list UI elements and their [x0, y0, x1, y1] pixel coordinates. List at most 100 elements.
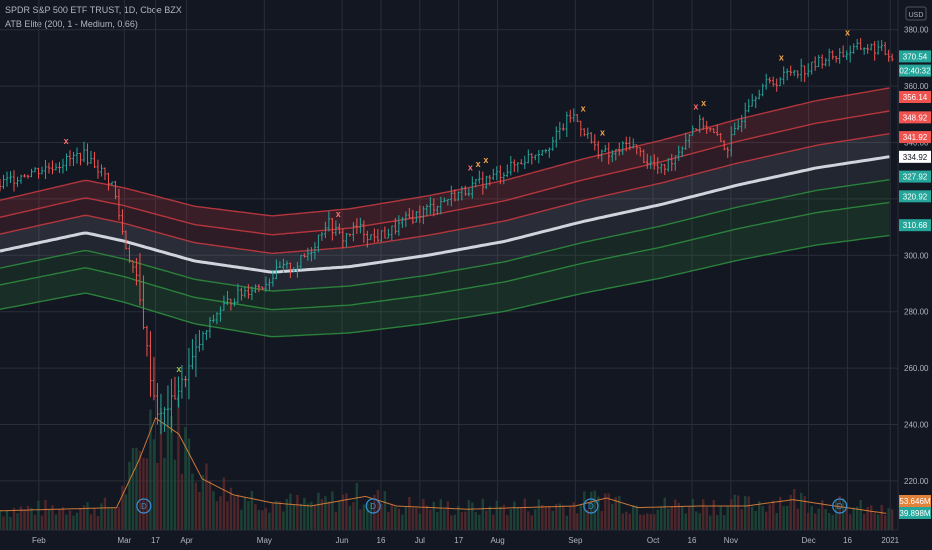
- volume-bar: [530, 515, 534, 530]
- volume-bar: [737, 495, 740, 530]
- x-tick-label: Jul: [415, 536, 425, 545]
- volume-bar: [345, 493, 348, 530]
- band-fill: [0, 111, 890, 254]
- volume-bar: [726, 506, 729, 530]
- volume-bar: [548, 505, 551, 530]
- volume-bar: [86, 502, 89, 530]
- volume-bar: [684, 513, 687, 530]
- volume-bar: [789, 494, 792, 530]
- price-bars: [0, 38, 894, 435]
- volume-bar: [583, 491, 586, 530]
- volume-bar: [523, 498, 527, 530]
- volume-bar: [411, 507, 415, 530]
- volume-bar: [471, 502, 474, 530]
- volume-bar: [187, 438, 191, 530]
- volume-bar: [600, 510, 603, 530]
- x-tick-label: 16: [377, 536, 386, 545]
- volume-bar: [37, 500, 40, 530]
- volume-bar: [607, 493, 610, 530]
- volume-bar: [240, 509, 243, 530]
- volume-bar: [712, 499, 715, 530]
- volume-bar: [597, 496, 600, 530]
- volume-bar: [765, 511, 768, 530]
- volume-bar: [429, 509, 432, 530]
- volume-bar: [579, 504, 582, 530]
- volume-bar: [618, 495, 621, 530]
- volume-bar: [229, 487, 233, 530]
- volume-bar: [341, 494, 345, 530]
- volume-bar: [439, 499, 443, 530]
- volume-bar: [702, 499, 705, 530]
- price-tag-label: 327.92: [903, 173, 928, 182]
- price-tag: [899, 50, 931, 63]
- signal-marker: x: [845, 27, 850, 37]
- y-tick-label: 380.00: [904, 26, 929, 35]
- volume-bar: [628, 513, 631, 530]
- volume-bar: [481, 498, 485, 530]
- chart-title: SPDR S&P 500 ETF TRUST, 1D, Cboe BZX: [5, 5, 182, 15]
- volume-bar: [733, 494, 736, 530]
- volume-bar: [502, 504, 506, 530]
- volume-bar: [303, 497, 306, 530]
- volume-bar: [404, 506, 408, 530]
- time-axis: [0, 530, 932, 550]
- volume-bar: [754, 510, 757, 530]
- dividend-icon: [583, 498, 599, 514]
- indicator-legend[interactable]: ATB Elite (200, 1 - Medium, 0.66): [5, 19, 138, 29]
- volume-bar: [254, 504, 257, 530]
- volume-bar: [107, 507, 110, 530]
- volume-bar: [604, 493, 607, 530]
- volume-bar: [576, 513, 579, 530]
- x-tick-label: Dec: [801, 536, 815, 545]
- volume-bar: [800, 492, 803, 530]
- volume-bar: [485, 510, 488, 530]
- volume-bars: [0, 394, 894, 530]
- volume-bar: [635, 505, 638, 530]
- volume-bar: [317, 492, 320, 530]
- x-tick-label: 17: [454, 536, 463, 545]
- volume-bar: [520, 507, 523, 530]
- volume-bar: [261, 510, 264, 530]
- volume-bar: [779, 496, 782, 530]
- volume-bar: [744, 496, 747, 530]
- volume-bar: [772, 500, 775, 530]
- volume-bar: [593, 490, 596, 530]
- dividend-icon: [365, 498, 381, 514]
- dividend-label: D: [837, 502, 843, 511]
- volume-bar: [695, 511, 698, 530]
- volume-bar: [890, 509, 894, 530]
- volume-bar: [768, 504, 771, 530]
- band-line: [0, 201, 890, 311]
- price-tag: [899, 90, 931, 103]
- volume-bar: [649, 514, 652, 530]
- volume-bar: [418, 513, 422, 530]
- volume-bar: [124, 494, 128, 530]
- price-tag: [899, 170, 931, 183]
- dividend-icon: [136, 498, 152, 514]
- volume-bar: [177, 394, 180, 530]
- volume-bar: [79, 508, 82, 530]
- volume-bar: [12, 507, 16, 530]
- y-tick-label: 240.00: [904, 421, 929, 430]
- volume-bar: [61, 507, 65, 530]
- x-tick-label: Oct: [647, 536, 660, 545]
- volume-bar: [226, 501, 229, 530]
- volume-bar: [271, 502, 275, 530]
- volume-bar: [292, 504, 296, 530]
- volume-bar: [275, 500, 278, 530]
- x-tick-label: Sep: [568, 536, 583, 545]
- volume-tag: [899, 507, 931, 519]
- volume-tag-label: 53.646M: [899, 497, 930, 506]
- volume-bar: [387, 512, 390, 530]
- volume-bar: [534, 509, 537, 530]
- price-tag: [899, 111, 931, 124]
- volume-bar: [338, 500, 341, 530]
- volume-bar: [646, 513, 649, 530]
- price-tag: [899, 190, 931, 203]
- volume-bar: [688, 506, 691, 530]
- volume-bar: [352, 502, 355, 530]
- band-fill: [0, 133, 890, 273]
- signal-marker: x: [476, 159, 481, 169]
